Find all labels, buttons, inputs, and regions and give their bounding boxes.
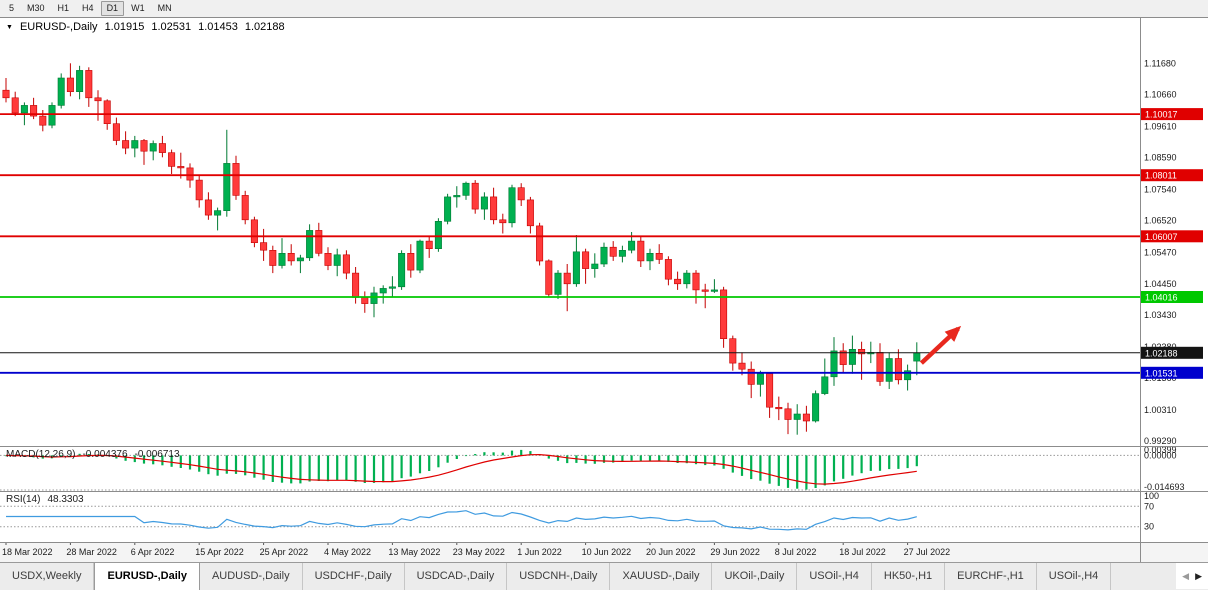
svg-text:1.02188: 1.02188 [1145,348,1178,358]
svg-text:100: 100 [1144,491,1159,501]
tab-audusd-daily[interactable]: AUDUSD-,Daily [200,563,303,590]
tab-usdchf-daily[interactable]: USDCHF-,Daily [303,563,405,590]
candlesticks[interactable] [2,63,921,435]
svg-text:1.11680: 1.11680 [1144,58,1176,68]
rsi-label: RSI(14) 48.3303 [6,494,84,505]
svg-text:0.99290: 0.99290 [1144,436,1177,446]
chart-tabs: USDX,Weekly EURUSD-,Daily AUDUSD-,Daily USD… [0,563,1112,590]
timeframe-button-h1[interactable]: H1 [57,3,70,13]
svg-text:18 Mar 2022: 18 Mar 2022 [2,547,53,557]
macd-histogram [4,449,918,490]
svg-text:20 Jun 2022: 20 Jun 2022 [646,547,696,557]
timeframe-button-h4[interactable]: H4 [82,3,94,13]
date-axis-labels: 18 Mar 2022 28 Mar 2022 6 Apr 2022 15 Apr 2… [2,542,950,557]
svg-text:-0.014693: -0.014693 [1144,482,1185,492]
high-value: 1.02531 [151,21,192,33]
svg-text:1.08590: 1.08590 [1144,153,1177,163]
svg-text:30: 30 [1144,522,1154,532]
timeframe-buttons: 5 M30 H1 H4 D1 W1 MN [3,1,179,16]
svg-text:70: 70 [1144,501,1154,511]
tab-eurusd-daily[interactable]: EURUSD-,Daily [94,563,200,590]
svg-text:29 Jun 2022: 29 Jun 2022 [710,547,760,557]
tab-usoil-h4[interactable]: USOil-,H4 [1037,563,1112,590]
svg-text:1.07540: 1.07540 [1144,185,1177,195]
horizontal-lines[interactable]: 1.10017 1.08011 1.06007 1.04016 1.02188 1.015… [0,108,1203,379]
chart-tab-bar: USDX,Weekly EURUSD-,Daily AUDUSD-,Daily USD… [0,562,1208,590]
macd-signal-line [5,453,917,485]
symbol-label: EURUSD-,Daily [19,21,98,33]
tab-usdcnh-daily[interactable]: USDCNH-,Daily [507,563,611,590]
macd-name: MACD(12,26,9) [6,449,76,460]
svg-text:1.09610: 1.09610 [1144,122,1177,132]
tab-ukoil-daily[interactable]: UKOil-,Daily [712,563,798,590]
svg-text:1.06520: 1.06520 [1144,216,1177,226]
scroll-right-icon[interactable]: ▶ [1195,570,1202,581]
svg-text:27 Jul 2022: 27 Jul 2022 [904,547,951,557]
rsi-name: RSI(14) [6,494,41,505]
svg-text:1.10017: 1.10017 [1145,110,1178,120]
tab-scroll-controls: ◀ ▶ [1176,563,1208,589]
timeframe-button-d1[interactable]: D1 [100,1,125,16]
svg-text:1.04450: 1.04450 [1144,279,1177,289]
timeframe-button-5[interactable]: 5 [9,3,15,13]
macd-label: MACD(12,26,9) -0.004376 -0.006713 [6,449,180,460]
symbol-dropdown-icon[interactable]: ▼ [6,23,13,31]
svg-text:15 Apr 2022: 15 Apr 2022 [195,547,244,557]
rsi-value: 48.3303 [47,494,84,505]
svg-text:25 Apr 2022: 25 Apr 2022 [260,547,309,557]
macd-value-signal: -0.006713 [134,449,180,460]
tab-usoil-h4[interactable]: USOil-,H4 [797,563,872,590]
timeframe-toolbar: 5 M30 H1 H4 D1 W1 MN [0,0,1208,17]
svg-text:28 Mar 2022: 28 Mar 2022 [66,547,117,557]
svg-text:1.08011: 1.08011 [1145,171,1177,181]
svg-text:0.00399: 0.00399 [1144,445,1177,455]
chart-canvas[interactable]: 1.11680 1.10660 1.09610 1.08590 1.07540 1.065… [0,0,1208,562]
tab-usdx-weekly[interactable]: USDX,Weekly [0,563,95,590]
open-value: 1.01915 [104,21,145,33]
svg-text:1.06007: 1.06007 [1145,232,1178,242]
scroll-left-icon[interactable]: ◀ [1182,570,1190,581]
timeframe-button-m30[interactable]: M30 [27,3,45,13]
tab-xauusd-daily[interactable]: XAUUSD-,Daily [610,563,713,590]
date-axis-bg [0,542,1208,562]
svg-text:1.03430: 1.03430 [1144,310,1177,320]
svg-text:1.00310: 1.00310 [1144,405,1177,415]
chart-ohlc-header: ▼ EURUSD-,Daily 1.01915 1.02531 1.01453 … [6,21,285,33]
svg-text:1 Jun 2022: 1 Jun 2022 [517,547,562,557]
svg-text:4 May 2022: 4 May 2022 [324,547,371,557]
tab-hk50-h1[interactable]: HK50-,H1 [872,563,946,590]
timeframe-button-w1[interactable]: W1 [131,3,145,13]
trend-arrow[interactable] [919,325,962,365]
svg-text:1.04016: 1.04016 [1145,293,1178,303]
svg-text:6 Apr 2022: 6 Apr 2022 [131,547,175,557]
svg-text:8 Jul 2022: 8 Jul 2022 [775,547,817,557]
svg-text:10 Jun 2022: 10 Jun 2022 [582,547,632,557]
rsi-line [6,510,917,531]
close-value: 1.02188 [244,21,285,33]
svg-text:13 May 2022: 13 May 2022 [388,547,440,557]
macd-value-main: -0.004376 [82,449,128,460]
timeframe-button-mn[interactable]: MN [157,3,172,13]
svg-text:1.05470: 1.05470 [1144,248,1177,258]
low-value: 1.01453 [198,21,238,33]
svg-text:1.10660: 1.10660 [1144,89,1177,99]
tab-usdcad-daily[interactable]: USDCAD-,Daily [405,563,508,590]
tab-eurchf-h1[interactable]: EURCHF-,H1 [945,563,1037,590]
svg-text:23 May 2022: 23 May 2022 [453,547,505,557]
svg-text:1.01531: 1.01531 [1145,368,1178,378]
svg-text:0.00000: 0.00000 [1144,450,1177,460]
svg-text:18 Jul 2022: 18 Jul 2022 [839,547,886,557]
